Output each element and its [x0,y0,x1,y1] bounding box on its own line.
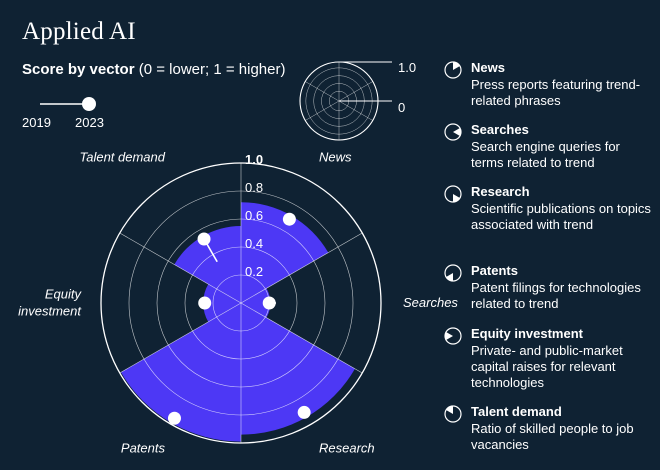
sector-searches [241,288,271,318]
scale-min-label: 0 [398,100,405,115]
legend-description: Search engine queries for terms related … [471,139,620,170]
legend-description: Press reports featuring trend-related ph… [471,77,641,108]
scale-spoke [338,100,373,121]
sector-news [241,202,329,303]
score-2023-dot [167,411,181,425]
legend-description: Scientific publications on topics associ… [471,201,651,232]
spoke-line [240,232,363,304]
scale-spoke [305,100,340,121]
legend-description: Ratio of skilled people to job vacancies [471,421,634,452]
tick-label: 0.6 [245,208,263,223]
spoke-line [119,232,242,304]
scale-spoke [305,81,340,102]
year-legend [40,97,96,111]
score-2023-dot [282,212,296,226]
subtitle-bold: Score by vector [22,61,135,78]
legend-name: Patents [471,263,518,278]
vector-label: Equity [45,287,83,302]
legend-name: Equity investment [471,326,583,341]
polar-chart: 0.2 0.4 0.6 0.8 1.0 News Searches Research Paten… [18,150,458,456]
chart-subtitle: Score by vector (0 = lower; 1 = higher) [22,61,285,78]
vector-label: News [319,150,352,165]
tick-label: 1.0 [245,152,263,167]
vector-label: Talent demand [79,150,165,165]
year-end-label: 2023 [75,115,104,130]
score-2023-dot [297,405,311,419]
scale-legend: 1.0 0 [299,60,416,141]
score-2023-dot [262,296,276,310]
sector-research [241,303,355,435]
sector-3-icon [444,185,462,203]
sector-6-icon [444,405,462,423]
subtitle-rest: (0 = lower; 1 = higher) [134,61,286,78]
legend-description: Private- and public-market capital raise… [471,343,623,390]
score-2023-dot [198,296,212,310]
legend-name: Talent demand [471,404,562,419]
spoke-line [240,302,363,374]
sector-2-icon [444,123,462,141]
vector-label: Patents [121,440,166,455]
vector-label: investment [18,304,82,319]
sector-talent-demand [174,226,241,303]
tick-label: 0.2 [245,264,263,279]
legend-description: Patent filings for technologies related … [471,280,641,311]
spoke-line [119,302,242,374]
legend-name: Searches [471,122,529,137]
scale-spoke [338,81,373,102]
legend-name: Research [471,184,530,199]
vector-label: Research [319,440,375,455]
sector-4-icon [444,264,462,282]
scale-max-label: 1.0 [398,60,416,75]
sector-1-icon [444,61,462,79]
tick-label: 0.8 [245,180,263,195]
year-legend-dot [82,97,96,111]
vector-label: Searches [403,295,458,310]
tick-label: 0.4 [245,236,263,251]
sector-equity-investment [203,284,241,322]
score-2023-dot [197,232,211,246]
page-title: Applied AI [22,18,136,45]
legend-name: News [471,60,505,75]
sector-5-icon [444,327,462,345]
year-start-label: 2019 [22,115,51,130]
sector-patents [120,303,241,442]
